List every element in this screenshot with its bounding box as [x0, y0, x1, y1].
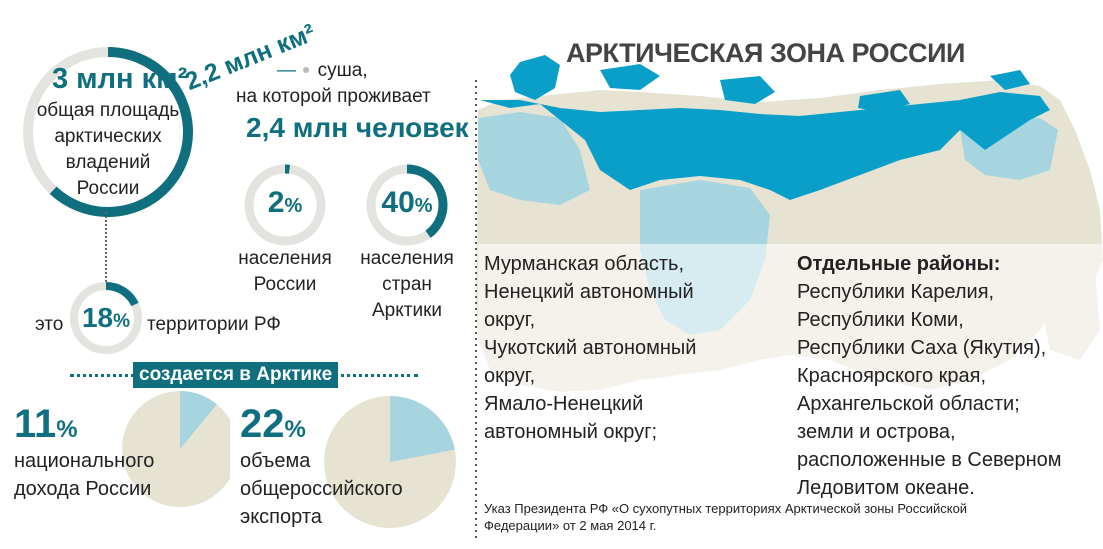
region-item: округ,: [484, 309, 536, 331]
land-line1: суша,: [317, 60, 368, 81]
export-caption: объема общероссийского экспорта: [240, 447, 403, 531]
territory-ring: [70, 282, 142, 354]
area-connector: [105, 212, 107, 282]
share-arctic-caption-line: стран: [382, 274, 432, 295]
area-caption-line: общая площадь: [36, 100, 180, 121]
share-arctic-value: 40%: [367, 186, 447, 220]
territory-number: 18: [81, 302, 114, 333]
novaya-zemlya-shape: [510, 55, 560, 100]
region-item: Ненецкий автономный: [484, 281, 694, 303]
footnote: Указ Президента РФ «О сухопутных террито…: [484, 500, 967, 534]
export-caption-line: экспорта: [240, 506, 322, 528]
footnote-line: Федерации» от 2 мая 2014 г.: [484, 518, 657, 533]
region-item: земли и острова,: [797, 421, 956, 443]
region-item: Республики Коми,: [797, 309, 964, 331]
export-caption-line: общероссийского: [240, 478, 403, 500]
franz-josef-shape: [600, 64, 660, 90]
region-item: Ямало-Ненецкий: [484, 393, 644, 415]
area-caption-line: России: [76, 178, 140, 199]
footnote-line: Указ Президента РФ «О сухопутных террито…: [484, 501, 968, 516]
area-caption-line: арктических: [54, 126, 162, 147]
territory-unit: %: [113, 311, 131, 332]
share-russia-unit: %: [284, 195, 303, 217]
income-number: 11: [14, 402, 57, 446]
arctic-strip-shape: [480, 92, 1050, 200]
region-item: Чукотский автономный: [484, 337, 697, 359]
export-pie: [324, 396, 456, 528]
land-population: 2,4 млн человек: [246, 112, 469, 143]
region-item: Красноярского края,: [797, 365, 987, 387]
land-line1-row: — суша,: [277, 60, 368, 82]
region-item: расположенные в Северном: [797, 449, 1062, 471]
territory-prefix: это: [35, 314, 64, 335]
income-caption-line: национального: [14, 450, 155, 472]
income-value: 11%: [14, 402, 78, 447]
export-caption-line: объема: [240, 450, 311, 472]
region-item: Ледовитом океане.: [797, 477, 975, 499]
regions-partial-list: Отдельные районы: Республики Карелия, Ре…: [797, 250, 1062, 502]
share-russia-number: 2: [267, 186, 285, 219]
income-caption: национального дохода России: [14, 447, 154, 503]
territory-arc: [70, 282, 142, 354]
region-item: округ,: [484, 365, 536, 387]
territory-suffix: территории РФ: [147, 314, 281, 335]
territory-value: 18%: [76, 302, 136, 334]
regions-partial-heading: Отдельные районы:: [797, 253, 1001, 275]
new-siberian-islands-shape: [858, 90, 910, 112]
map-text-panel: [478, 244, 1103, 494]
wrangel-island-shape: [990, 70, 1030, 90]
region-item: Республики Саха (Якутия),: [797, 337, 1047, 359]
export-unit: %: [284, 416, 306, 443]
share-russia-value: 2%: [255, 186, 315, 220]
income-caption-line: дохода России: [14, 478, 152, 500]
region-item: Архангельской области;: [797, 393, 1020, 415]
region-item: Республики Карелия,: [797, 281, 995, 303]
area-caption-line: владений: [65, 152, 151, 173]
area-value: 3 млн км²: [52, 63, 188, 95]
area-ring-arc: [23, 47, 193, 217]
region-item: автономный округ;: [484, 421, 658, 443]
share-arctic-ring: [366, 164, 448, 246]
banner-label: создается в Арктике: [133, 362, 339, 388]
share-arctic-unit: %: [414, 195, 433, 217]
share-arctic-number: 40: [381, 186, 415, 219]
export-pie-slice: [390, 396, 455, 462]
share-russia-caption: населения России: [228, 246, 342, 298]
land-line2: на которой проживает: [236, 86, 431, 107]
regions-full-list: Мурманская область, Ненецкий автономный …: [484, 250, 696, 446]
share-russia-arc: [244, 164, 326, 246]
region-item: Мурманская область,: [484, 253, 685, 275]
share-arctic-caption: населения стран Арктики: [348, 246, 466, 324]
page-title: АРКТИЧЕСКАЯ ЗОНА РОССИИ: [566, 38, 965, 68]
income-unit: %: [56, 416, 78, 443]
income-pie: [122, 391, 230, 507]
share-arctic-caption-line: Арктики: [371, 300, 442, 321]
land-dash: —: [277, 60, 296, 81]
income-pie-slice: [180, 391, 217, 449]
land-dot: [303, 67, 310, 73]
export-value: 22%: [240, 402, 306, 447]
full-arctic-regions-shape: [478, 112, 590, 205]
area-ring: [23, 47, 193, 217]
share-russia-caption-line: России: [253, 274, 317, 295]
area-caption: общая площадь арктических владений Росси…: [28, 98, 188, 202]
share-russia-caption-line: населения: [238, 248, 332, 269]
share-russia-ring: [244, 164, 326, 246]
severnaya-zemlya-shape: [720, 76, 775, 104]
export-number: 22: [240, 402, 285, 446]
share-arctic-arc: [366, 164, 448, 246]
share-arctic-caption-line: населения: [360, 248, 454, 269]
